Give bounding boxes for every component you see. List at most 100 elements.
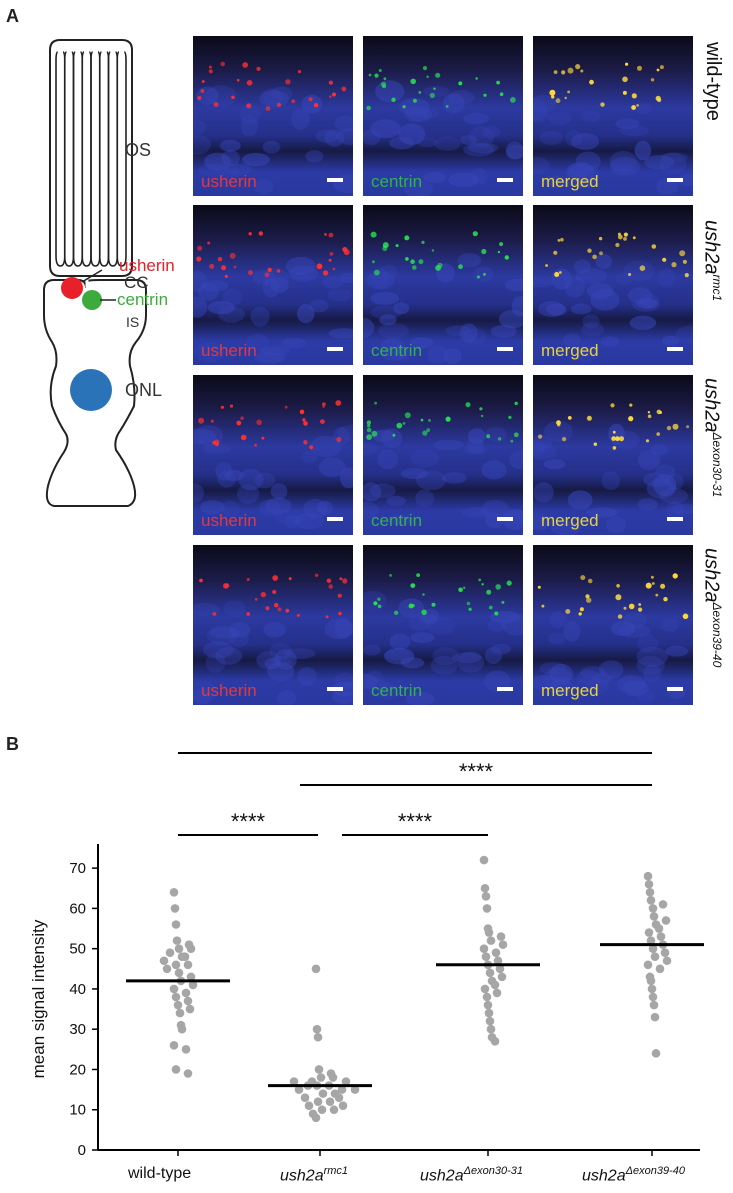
data-point	[646, 896, 656, 905]
data-point	[304, 1101, 314, 1111]
data-point	[183, 960, 193, 970]
micrograph-rmc1-merged: merged	[533, 205, 693, 365]
data-point	[649, 912, 659, 921]
data-point	[350, 1085, 360, 1094]
data-point	[492, 988, 502, 998]
data-point	[337, 1085, 347, 1094]
data-point	[171, 1065, 181, 1074]
data-point	[660, 948, 670, 957]
data-point	[650, 1012, 660, 1022]
data-point	[317, 1105, 327, 1115]
data-point	[643, 960, 653, 970]
data-point	[171, 920, 181, 929]
data-point	[647, 984, 657, 994]
data-point	[650, 952, 660, 962]
micrograph-label-centrin: centrin	[371, 172, 423, 191]
data-point	[172, 936, 182, 945]
y-tick-label: 60	[69, 900, 86, 917]
data-point	[648, 992, 658, 1002]
y-tick-label: 10	[69, 1102, 86, 1119]
data-point	[329, 1105, 339, 1115]
data-point	[643, 871, 653, 881]
micrograph-label-merged: merged	[541, 172, 599, 191]
micrograph-wild-type-centrin: centrin	[363, 36, 523, 196]
data-point	[485, 968, 495, 978]
panel-b-letter: B	[6, 734, 19, 754]
micrograph-label-merged: merged	[541, 511, 599, 530]
x-tick-exon39-40: ush2aΔexon39-40	[582, 1165, 685, 1185]
scale-bar	[327, 178, 343, 182]
micrograph-label-centrin: centrin	[371, 511, 423, 530]
micrograph-label-usherin: usherin	[201, 681, 257, 700]
significance-label: *	[411, 740, 420, 752]
centrin-dot	[82, 290, 102, 310]
data-point	[649, 1000, 659, 1010]
data-point	[498, 940, 508, 949]
data-point	[645, 887, 655, 897]
significance-label: ****	[231, 809, 266, 834]
scale-bar	[327, 687, 343, 691]
data-point	[479, 855, 489, 865]
data-point	[482, 992, 492, 1002]
row-label-wild-type: wild-type	[702, 42, 724, 121]
data-point	[479, 944, 489, 953]
scale-bar	[497, 347, 513, 351]
data-point	[482, 904, 492, 913]
data-point	[490, 1036, 500, 1046]
data-point	[170, 904, 180, 913]
y-tick-label: 20	[69, 1061, 86, 1078]
data-point	[655, 964, 665, 974]
data-point	[289, 1077, 299, 1086]
micrograph-exon30-31-centrin: centrin	[363, 375, 523, 535]
micrograph-exon30-31-merged: merged	[533, 375, 693, 535]
micrograph-label-centrin: centrin	[371, 681, 423, 700]
data-point	[188, 980, 198, 990]
micrograph-exon30-31-usherin: usherin	[193, 375, 353, 535]
data-point	[480, 984, 490, 994]
micrograph-exon39-40-centrin: centrin	[363, 545, 523, 705]
y-tick-label: 70	[69, 860, 86, 877]
data-point	[165, 948, 175, 957]
data-point	[313, 1097, 323, 1106]
label-usherin: usherin	[119, 256, 175, 275]
micrograph-label-merged: merged	[541, 681, 599, 700]
y-axis-label: mean signal intensity	[29, 919, 48, 1078]
data-point	[644, 928, 654, 937]
data-point	[338, 1101, 348, 1111]
data-point	[294, 1085, 304, 1094]
data-point	[651, 1049, 661, 1058]
data-point	[159, 956, 169, 966]
significance-label: ****	[398, 809, 433, 834]
data-point	[341, 1077, 351, 1086]
data-point	[483, 1000, 493, 1010]
data-point	[497, 972, 507, 982]
data-point	[646, 976, 656, 986]
data-point	[174, 944, 184, 953]
y-tick-label: 40	[69, 981, 86, 998]
scale-bar	[497, 178, 513, 182]
scale-bar	[667, 687, 683, 691]
data-point	[183, 996, 193, 1006]
data-point	[314, 1065, 324, 1074]
data-point	[183, 1069, 193, 1078]
micrograph-exon39-40-usherin: usherin	[193, 545, 353, 705]
data-point	[162, 964, 172, 974]
micrograph-label-centrin: centrin	[371, 341, 423, 360]
data-point	[486, 936, 496, 945]
micrograph-wild-type-usherin: usherin	[193, 36, 353, 196]
y-tick-label: 0	[78, 1142, 86, 1159]
data-point	[481, 892, 491, 901]
x-tick-exon30-31: ush2aΔexon30-31	[420, 1165, 523, 1185]
data-point	[656, 932, 666, 941]
data-point	[169, 984, 179, 994]
data-point	[175, 1008, 185, 1018]
data-point	[496, 932, 506, 941]
data-point	[177, 1024, 187, 1034]
data-point	[646, 936, 656, 945]
data-point	[648, 904, 658, 913]
data-point	[495, 964, 505, 974]
data-point	[484, 1008, 494, 1018]
row-label-rmc1: ush2armc1	[700, 220, 724, 302]
x-tick-rmc1: ush2armc1	[280, 1165, 349, 1185]
